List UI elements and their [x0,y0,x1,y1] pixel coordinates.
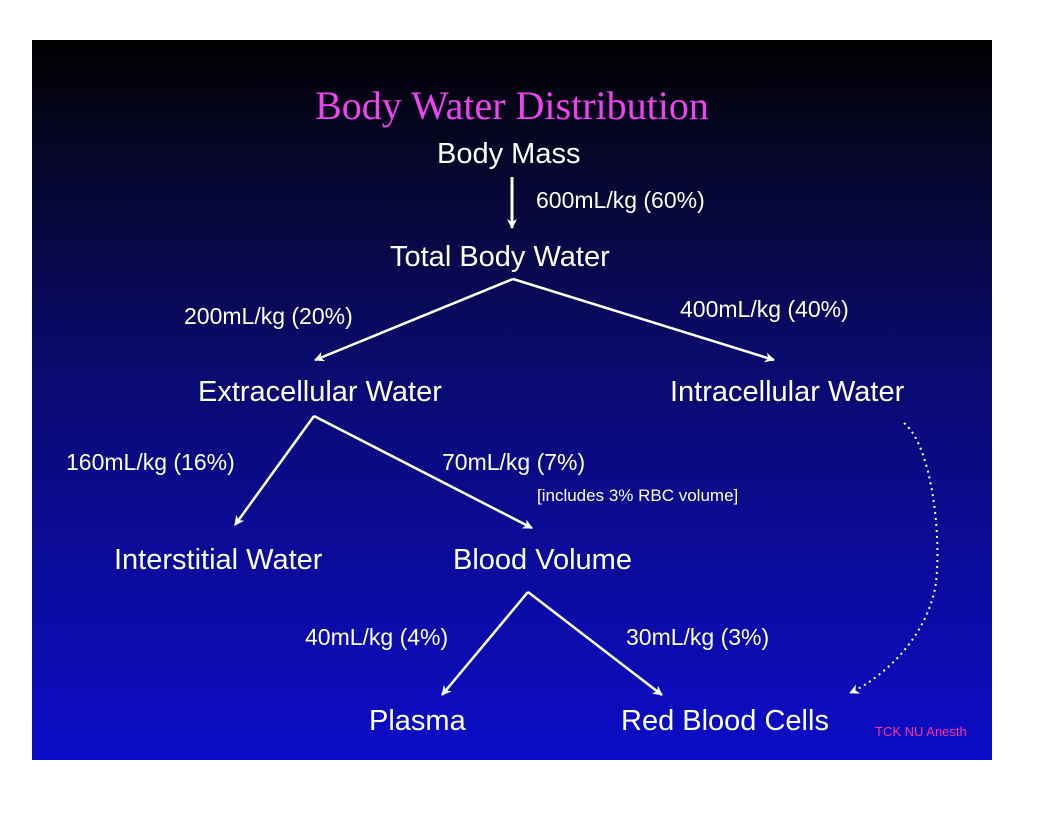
edge-note-ecw-to-blood: [includes 3% RBC volume] [537,486,739,505]
arrow-ecw-to-blood [313,414,533,530]
node-extracellular-water: Extracellular Water [198,376,442,408]
arrow-blood-to-plasma [441,591,529,696]
slide: Body Water Distribution Body Mass 600mL/… [32,40,992,760]
edge-label-tbw-to-ecw: 200mL/kg (20%) [184,303,353,329]
edge-label-tbw-to-icw: 400mL/kg (40%) [680,296,849,322]
edge-label-blood-to-plasma: 40mL/kg (4%) [305,624,449,650]
node-intracellular-water: Intracellular Water [670,376,905,408]
node-blood-volume: Blood Volume [453,544,632,576]
edge-label-ecw-to-interstitial: 160mL/kg (16%) [66,449,235,475]
edge-label-ecw-to-blood: 70mL/kg (7%) [442,449,586,475]
arrows-layer [233,177,939,696]
arrow-ecw-to-interstitial [233,415,316,526]
node-interstitial-water: Interstitial Water [114,544,323,576]
arrow-tbw-to-ecw [314,277,514,362]
diagram-title: Body Water Distribution [315,83,709,128]
edge-label-blood-to-rbc: 30mL/kg (3%) [626,624,770,650]
arrow-icw-to-rbc-dotted [849,422,939,694]
node-plasma: Plasma [369,705,466,737]
node-total-body-water: Total Body Water [390,241,610,273]
node-red-blood-cells: Red Blood Cells [621,705,829,737]
node-body-mass: Body Mass [437,138,581,170]
edge-label-body-to-tbw: 600mL/kg (60%) [536,187,705,213]
credit-text: TCK NU Anesth [875,724,967,739]
arrow-blood-to-rbc [527,591,663,696]
arrow-tbw-to-icw [512,277,775,363]
